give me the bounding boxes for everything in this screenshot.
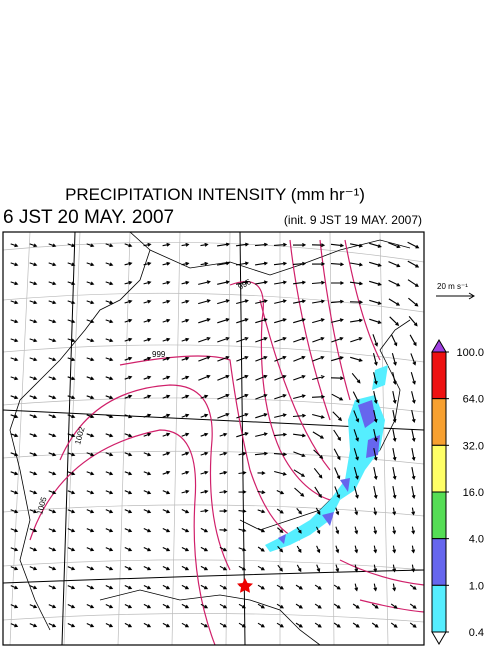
- colorbar-segment: [431, 538, 447, 586]
- isobar-label: 999: [152, 350, 166, 359]
- colorbar-segment: [431, 351, 447, 400]
- wind-arrows: [10, 241, 420, 628]
- isobars: [29, 239, 424, 645]
- colorbar-label: 1.0: [469, 580, 484, 592]
- colorbar-segment: [431, 444, 447, 493]
- colorbar-label: 100.0: [456, 347, 484, 359]
- colorbar-label: 4.0: [469, 534, 484, 546]
- colorbar-triangle: [431, 339, 447, 353]
- map-frame: [2, 231, 425, 646]
- colorbar-label: 16.0: [463, 487, 484, 499]
- colorbar-label: 64.0: [463, 394, 484, 406]
- colorbar: 100.0 64.0 32.0 16.0 4.0 1.0 0.4: [431, 339, 484, 645]
- colorbar-label: 32.0: [463, 440, 484, 452]
- valid-time: 6 JST 20 MAY. 2007: [3, 207, 174, 228]
- colorbar-segment: [431, 398, 447, 446]
- colorbar-triangle: [431, 631, 447, 645]
- init-time: (init. 9 JST 19 MAY. 2007): [284, 213, 422, 227]
- wind-scale-arrow: [436, 292, 475, 300]
- colorbar-segment: [431, 584, 447, 633]
- map: [3, 232, 424, 645]
- frame-lines: [3, 232, 424, 645]
- title: PRECIPITATION INTENSITY (mm hr⁻¹): [65, 185, 365, 204]
- precipitation-heavy: [278, 400, 380, 544]
- wind-scale-label: 20 m s⁻¹: [437, 282, 468, 291]
- colorbar-label: 0.4: [469, 627, 484, 639]
- location-star: [237, 578, 253, 593]
- colorbar-segment: [431, 491, 447, 540]
- wind-vectors: [10, 241, 420, 628]
